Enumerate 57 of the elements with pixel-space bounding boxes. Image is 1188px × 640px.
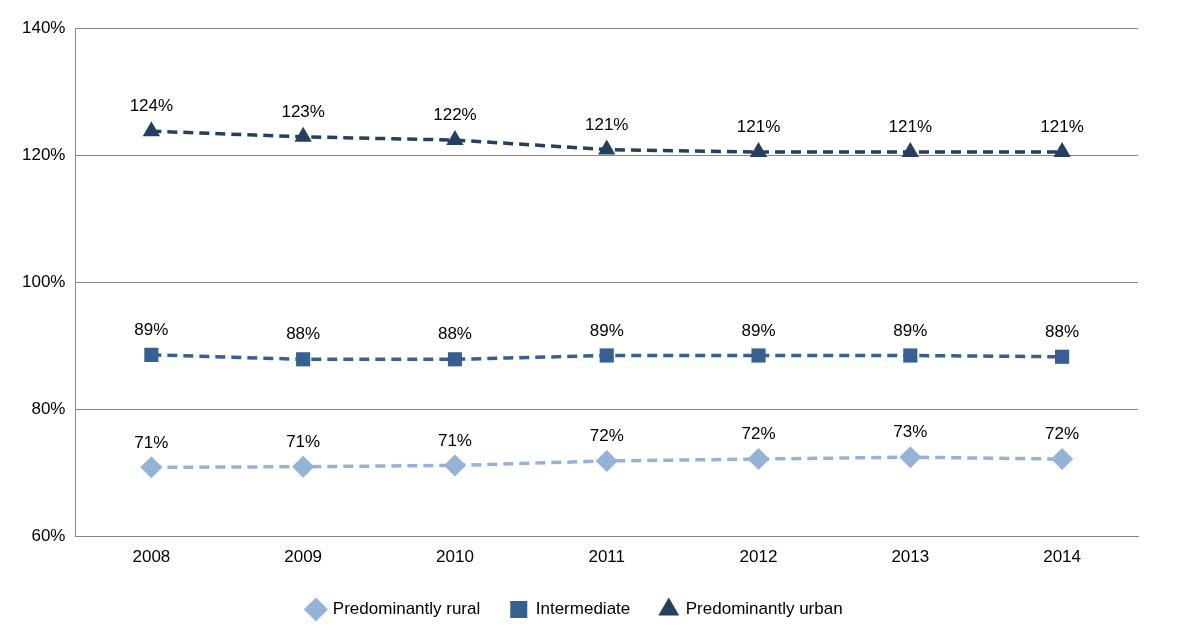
legend-label: Predominantly urban [685, 599, 843, 619]
point [443, 454, 466, 477]
data-label: 89% [893, 320, 928, 340]
point [903, 348, 918, 363]
data-label: 121% [1040, 117, 1084, 137]
data-label: 122% [433, 105, 477, 125]
x-tick-label: 2008 [132, 547, 171, 567]
y-tick-label: 140% [22, 17, 66, 37]
x-tick-label: 2012 [739, 547, 778, 567]
data-label: 71% [286, 431, 321, 451]
data-label: 89% [589, 320, 624, 340]
data-label: 72% [1045, 424, 1080, 444]
data-label: 72% [589, 426, 624, 446]
data-label: 71% [134, 432, 169, 452]
data-label: 124% [129, 96, 174, 116]
point [142, 121, 161, 137]
data-label: 72% [741, 424, 776, 444]
data-label: 121% [888, 117, 933, 137]
data-label: 89% [134, 320, 169, 340]
data-label: 88% [286, 324, 321, 344]
point [899, 446, 922, 469]
point [1055, 349, 1070, 364]
point [296, 352, 311, 367]
point [144, 347, 159, 362]
point [595, 449, 618, 472]
point [749, 142, 768, 158]
legend-label: Predominantly rural [332, 599, 481, 619]
point [447, 352, 463, 367]
data-label: 88% [1045, 321, 1080, 341]
y-tick-label: 100% [22, 272, 66, 292]
y-tick-label: 60% [31, 526, 66, 546]
point [1053, 142, 1071, 158]
legend-label: Intermediate [535, 599, 631, 619]
point [598, 139, 616, 155]
point [751, 348, 766, 363]
data-label: 121% [736, 117, 781, 137]
data-label: 71% [437, 430, 472, 450]
point [140, 456, 163, 479]
y-tick-label: 80% [31, 399, 66, 419]
point [599, 348, 614, 363]
point [1051, 448, 1074, 471]
point [294, 126, 312, 142]
data-label: 123% [281, 102, 325, 122]
x-tick-label: 2014 [1043, 547, 1082, 567]
point [446, 130, 464, 146]
y-tick-label: 120% [22, 144, 66, 164]
data-label: 121% [585, 114, 629, 134]
data-label: 73% [893, 422, 928, 442]
point [747, 448, 770, 471]
x-tick-label: 2009 [284, 547, 323, 567]
point [901, 142, 919, 158]
data-label: 88% [437, 324, 472, 344]
point [292, 455, 315, 478]
x-tick-label: 2013 [891, 547, 930, 567]
x-tick-label: 2011 [588, 547, 626, 567]
data-label: 89% [741, 320, 776, 340]
x-tick-label: 2010 [436, 547, 474, 567]
